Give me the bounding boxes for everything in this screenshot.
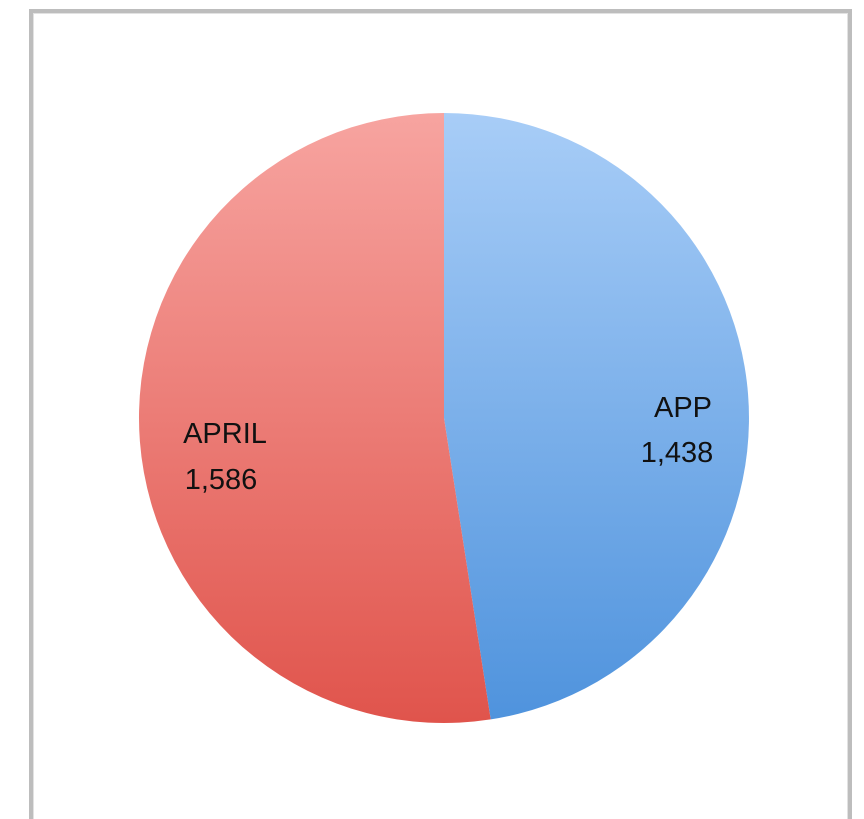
slice-label-app-value: 1,438 bbox=[641, 437, 714, 469]
slice-label-app-name: APP bbox=[654, 392, 712, 424]
pie-slice-app bbox=[444, 113, 749, 720]
pie-slice-april bbox=[138, 113, 491, 723]
slice-label-april-value: 1,586 bbox=[185, 464, 258, 496]
slice-label-april-name: APRIL bbox=[183, 418, 267, 450]
